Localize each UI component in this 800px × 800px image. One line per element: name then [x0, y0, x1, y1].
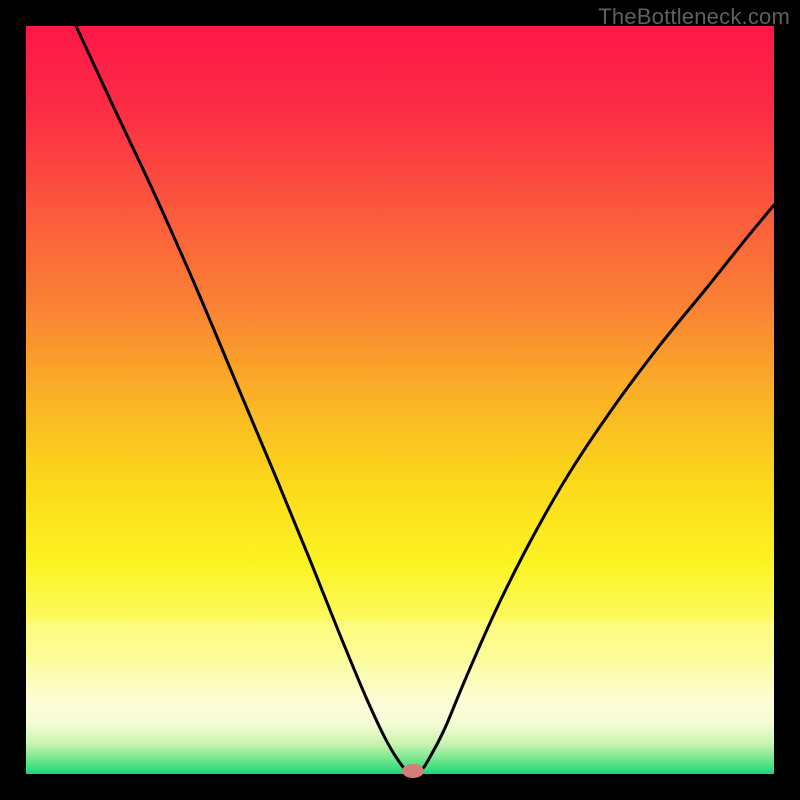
chart-background	[26, 26, 774, 774]
chart-highlight-band	[26, 621, 774, 661]
bottleneck-curve-chart	[0, 0, 800, 800]
watermark-text: TheBottleneck.com	[598, 4, 790, 30]
optimal-point-marker	[402, 764, 424, 778]
chart-container: TheBottleneck.com	[0, 0, 800, 800]
